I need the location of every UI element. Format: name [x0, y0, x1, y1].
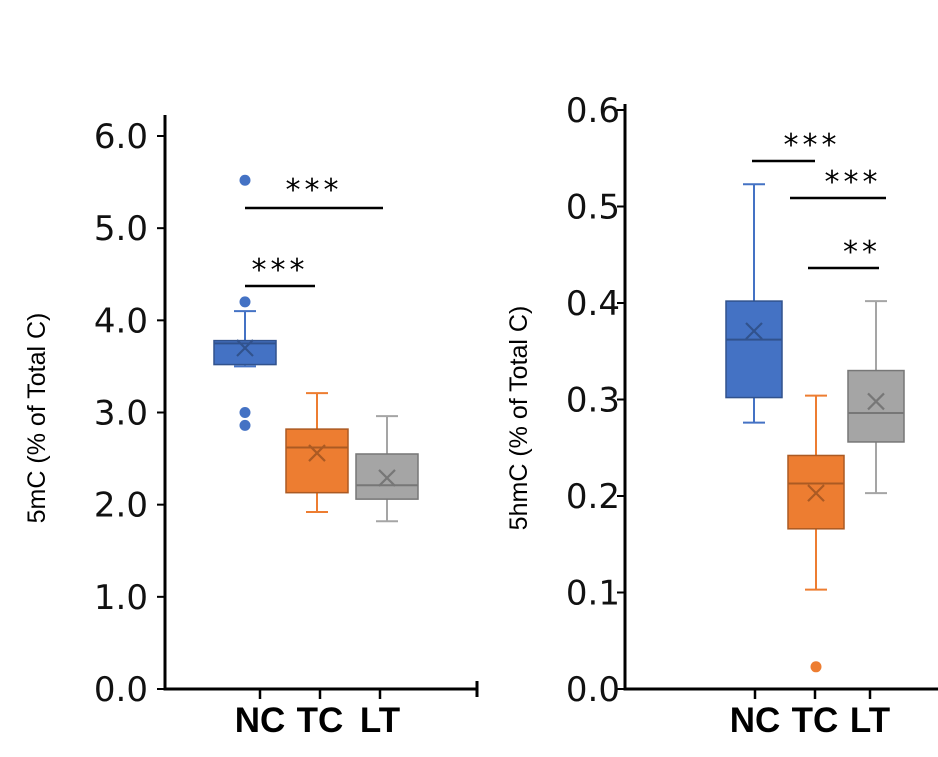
y-axis-label: 5hmC (% of Total C)	[505, 306, 533, 531]
mean-marker	[745, 322, 763, 340]
box-tc	[285, 392, 349, 514]
x-category-label: NC	[730, 701, 781, 740]
significance-label: ***	[784, 128, 841, 163]
chart-panel-2: 0.0 0.1 0.2 0.3 0.4 0.5 0.6 5hmC (% of Total C)…	[505, 91, 938, 740]
box-iqr	[725, 300, 783, 399]
significance-label: ***	[286, 173, 343, 208]
significance-label: ***	[825, 165, 882, 200]
y-axis-label: 5mC (% of Total C)	[23, 313, 51, 524]
box-iqr	[285, 428, 349, 494]
y-tick-label: 0.1	[566, 574, 620, 614]
y-tick-label: 6.0	[94, 117, 148, 157]
outlier-point	[810, 661, 822, 673]
outlier-point	[239, 174, 251, 186]
mean-marker	[378, 469, 396, 487]
box-iqr	[213, 339, 277, 366]
significance-label: **	[843, 235, 881, 270]
y-tick-label: 1.0	[94, 578, 148, 618]
box-nc	[725, 183, 783, 424]
outlier-point	[239, 419, 251, 431]
mean-marker	[867, 392, 885, 411]
y-tick-label: 5.0	[94, 209, 148, 249]
chart-panel-1: 0.0 1.0 2.0 3.0 4.0 5.0 6.0 5mC (% of Total C) N…	[23, 115, 479, 740]
significance-label: ***	[252, 253, 309, 288]
x-category-label: TC	[792, 701, 839, 740]
box-iqr	[847, 369, 905, 443]
x-category-label: TC	[297, 701, 344, 740]
mean-marker	[236, 339, 254, 357]
y-tick-label: 0.3	[566, 381, 620, 421]
y-tick-label: 0.6	[566, 91, 620, 131]
outlier-point	[239, 407, 251, 418]
y-tick-label: 2.0	[94, 486, 148, 526]
y-tick-label: 3.0	[94, 394, 148, 434]
y-tick-label: 0.4	[566, 284, 620, 324]
y-tick-label: 4.0	[94, 301, 148, 341]
x-category-label: NC	[235, 701, 286, 740]
x-category-label: LT	[850, 701, 890, 740]
box-tc	[787, 394, 845, 673]
y-tick-label: 0.2	[566, 477, 620, 517]
box-lt	[355, 415, 419, 523]
y-tick-label: 0.0	[566, 670, 620, 710]
box-nc	[213, 174, 277, 431]
mean-marker	[807, 484, 825, 502]
y-tick-label: 0.5	[566, 188, 620, 228]
box-lt	[847, 300, 905, 495]
mean-marker	[308, 444, 326, 462]
y-tick-label: 0.0	[94, 670, 148, 710]
outlier-point	[239, 296, 251, 308]
x-category-label: LT	[360, 701, 400, 740]
